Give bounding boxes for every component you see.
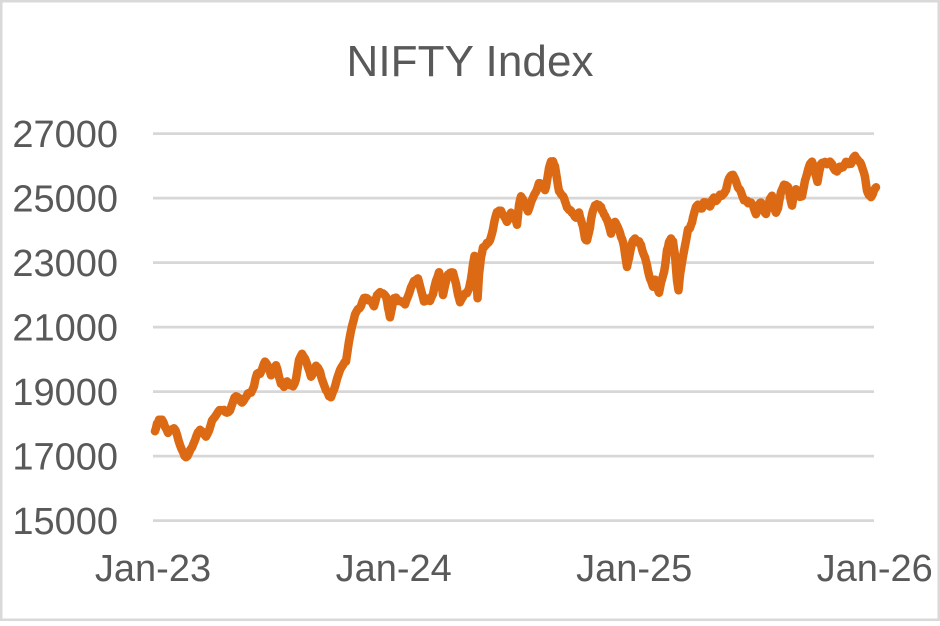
svg-text:Jan-23: Jan-23 [95, 548, 211, 590]
svg-text:NIFTY Index: NIFTY Index [347, 37, 594, 86]
svg-text:25000: 25000 [12, 179, 118, 221]
svg-text:Jan-25: Jan-25 [576, 548, 692, 590]
svg-text:17000: 17000 [12, 437, 118, 479]
svg-text:15000: 15000 [12, 501, 118, 543]
svg-text:19000: 19000 [12, 372, 118, 414]
svg-text:27000: 27000 [12, 114, 118, 156]
svg-text:Jan-24: Jan-24 [336, 548, 452, 590]
svg-text:23000: 23000 [12, 243, 118, 285]
svg-text:21000: 21000 [12, 308, 118, 350]
svg-text:Jan-26: Jan-26 [817, 548, 933, 590]
